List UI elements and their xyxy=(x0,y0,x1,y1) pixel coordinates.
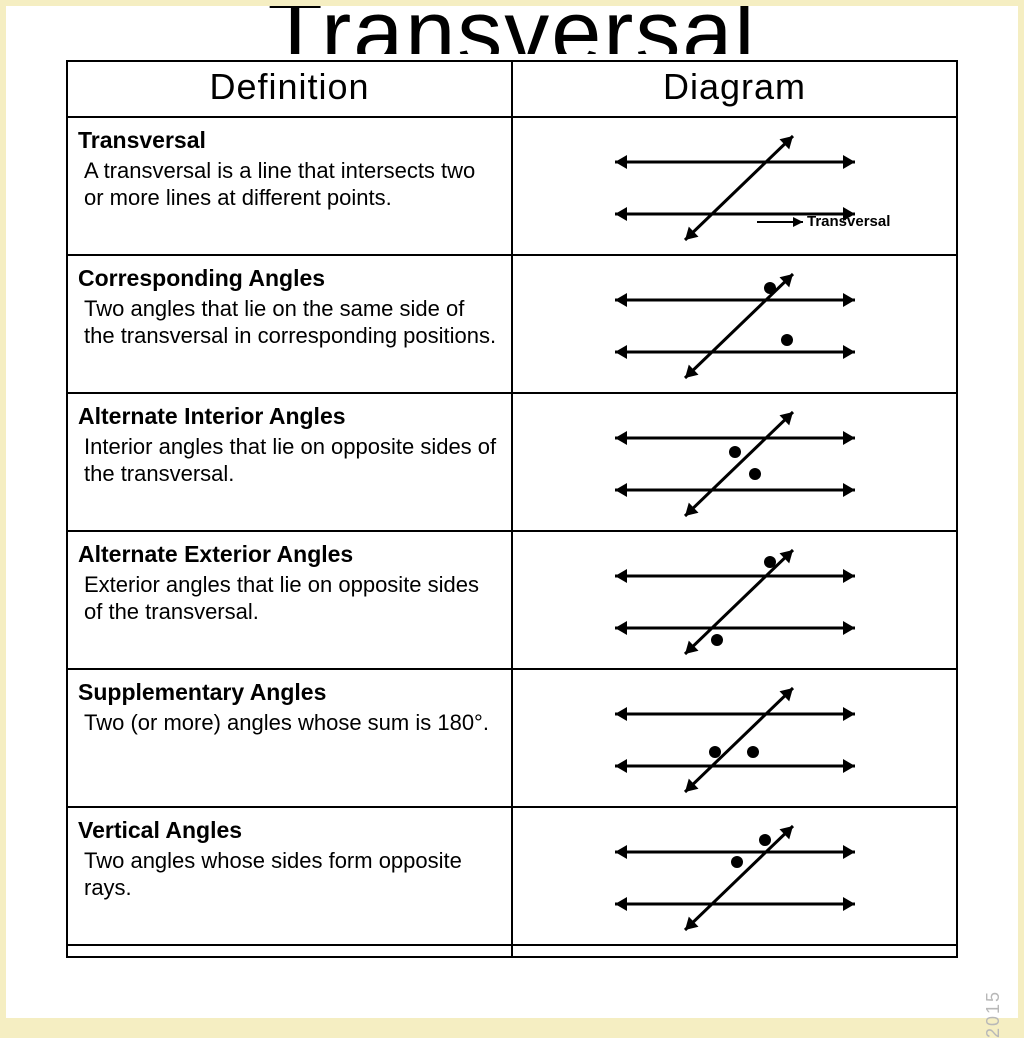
diagram-cell xyxy=(512,669,957,807)
definition-cell: Alternate Interior AnglesInterior angles… xyxy=(67,393,512,531)
term-label: Supplementary Angles xyxy=(78,678,499,707)
term-description: Two (or more) angles whose sum is 180°. xyxy=(78,707,499,737)
definition-cell: Alternate Exterior AnglesExterior angles… xyxy=(67,531,512,669)
header-definition: Definition xyxy=(67,61,512,117)
svg-text:Transversal: Transversal xyxy=(807,213,890,230)
term-label: Vertical Angles xyxy=(78,816,499,845)
term-label: Alternate Interior Angles xyxy=(78,402,499,431)
worksheet-page: Transversal Definition Diagram Transvers… xyxy=(6,6,1018,1018)
term-label: Alternate Exterior Angles xyxy=(78,540,499,569)
diagram-cell: Transversal xyxy=(512,117,957,255)
term-description: A transversal is a line that intersects … xyxy=(78,155,499,212)
term-description: Exterior angles that lie on opposite sid… xyxy=(78,569,499,626)
diagram-cell xyxy=(512,393,957,531)
diagram-cell xyxy=(512,255,957,393)
term-description: Two angles that lie on the same side of … xyxy=(78,293,499,350)
table-row: Alternate Interior AnglesInterior angles… xyxy=(67,393,957,531)
term-label: Transversal xyxy=(78,126,499,155)
definition-cell: Vertical AnglesTwo angles whose sides fo… xyxy=(67,807,512,945)
term-description: Two angles whose sides form opposite ray… xyxy=(78,845,499,902)
definitions-table: Definition Diagram TransversalA transver… xyxy=(66,60,958,958)
definition-cell xyxy=(67,945,512,957)
year-watermark: 2015 xyxy=(983,990,1004,1038)
table-row: TransversalA transversal is a line that … xyxy=(67,117,957,255)
table-row: Vertical AnglesTwo angles whose sides fo… xyxy=(67,807,957,945)
table-row: Alternate Exterior AnglesExterior angles… xyxy=(67,531,957,669)
diagram-cell xyxy=(512,531,957,669)
page-title: Transversal xyxy=(66,6,958,54)
table-row: Supplementary AnglesTwo (or more) angles… xyxy=(67,669,957,807)
definition-cell: Supplementary AnglesTwo (or more) angles… xyxy=(67,669,512,807)
header-diagram: Diagram xyxy=(512,61,957,117)
definition-cell: Corresponding AnglesTwo angles that lie … xyxy=(67,255,512,393)
diagram-cell xyxy=(512,945,957,957)
term-description: Interior angles that lie on opposite sid… xyxy=(78,431,499,488)
definition-cell: TransversalA transversal is a line that … xyxy=(67,117,512,255)
diagram-cell xyxy=(512,807,957,945)
term-label: Corresponding Angles xyxy=(78,264,499,293)
table-row xyxy=(67,945,957,957)
table-row: Corresponding AnglesTwo angles that lie … xyxy=(67,255,957,393)
